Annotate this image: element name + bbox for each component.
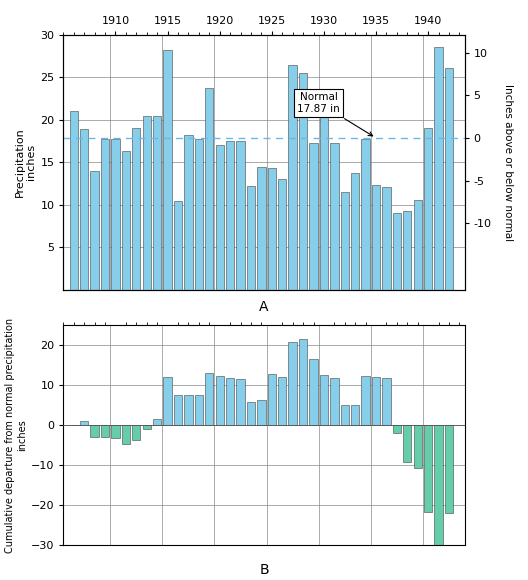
- Bar: [80, 129, 88, 290]
- Bar: [445, 68, 453, 290]
- Bar: [413, 425, 422, 468]
- Bar: [341, 192, 349, 290]
- Bar: [288, 66, 297, 290]
- Bar: [174, 201, 182, 290]
- Bar: [195, 396, 203, 425]
- Bar: [226, 378, 234, 425]
- Bar: [309, 359, 318, 425]
- Y-axis label: Inches above or below normal: Inches above or below normal: [503, 84, 513, 241]
- Bar: [226, 141, 234, 290]
- Bar: [132, 128, 140, 290]
- Bar: [320, 375, 328, 425]
- Bar: [413, 200, 422, 290]
- Bar: [111, 139, 120, 290]
- Y-axis label: Precipitation
inches: Precipitation inches: [14, 128, 36, 197]
- Bar: [341, 405, 349, 425]
- Bar: [435, 47, 443, 290]
- Bar: [445, 425, 453, 513]
- Bar: [362, 376, 370, 425]
- Bar: [205, 88, 213, 290]
- Bar: [278, 179, 286, 290]
- Bar: [424, 425, 432, 512]
- Bar: [195, 139, 203, 290]
- Bar: [320, 103, 328, 290]
- Bar: [403, 425, 411, 462]
- Bar: [382, 187, 391, 290]
- Bar: [435, 425, 443, 545]
- Bar: [288, 342, 297, 425]
- Y-axis label: Cumulative departure from normal precipitation
inches: Cumulative departure from normal precipi…: [5, 317, 27, 553]
- Bar: [237, 141, 244, 290]
- Text: Normal
17.87 in: Normal 17.87 in: [297, 92, 373, 136]
- Bar: [164, 50, 172, 290]
- Bar: [299, 339, 307, 425]
- Bar: [393, 425, 401, 433]
- Bar: [132, 425, 140, 440]
- Bar: [70, 111, 78, 290]
- Bar: [111, 425, 120, 438]
- Bar: [403, 211, 411, 290]
- Bar: [205, 373, 213, 425]
- Bar: [257, 400, 266, 425]
- Bar: [247, 186, 255, 290]
- Bar: [237, 379, 244, 425]
- Bar: [164, 377, 172, 425]
- Bar: [268, 374, 276, 425]
- Bar: [424, 128, 432, 290]
- Bar: [309, 143, 318, 290]
- Bar: [122, 425, 130, 444]
- Bar: [215, 376, 224, 425]
- Bar: [372, 186, 380, 290]
- Bar: [382, 378, 391, 425]
- Bar: [330, 378, 338, 425]
- Bar: [80, 421, 88, 425]
- Bar: [122, 151, 130, 290]
- Bar: [153, 419, 162, 425]
- Bar: [153, 115, 162, 290]
- Bar: [299, 73, 307, 290]
- Bar: [143, 115, 151, 290]
- Bar: [351, 173, 360, 290]
- Bar: [184, 394, 193, 425]
- Bar: [362, 139, 370, 290]
- Bar: [372, 378, 380, 425]
- Bar: [268, 168, 276, 290]
- Bar: [143, 425, 151, 429]
- Text: A: A: [259, 300, 269, 314]
- Bar: [330, 143, 338, 290]
- Text: B: B: [259, 563, 269, 577]
- Bar: [247, 402, 255, 425]
- Bar: [90, 425, 99, 437]
- Bar: [101, 425, 109, 437]
- Bar: [278, 377, 286, 425]
- Bar: [393, 213, 401, 290]
- Bar: [184, 135, 193, 290]
- Bar: [174, 395, 182, 425]
- Bar: [101, 139, 109, 290]
- Bar: [351, 405, 360, 425]
- Bar: [215, 146, 224, 290]
- Bar: [257, 166, 266, 290]
- Bar: [90, 171, 99, 290]
